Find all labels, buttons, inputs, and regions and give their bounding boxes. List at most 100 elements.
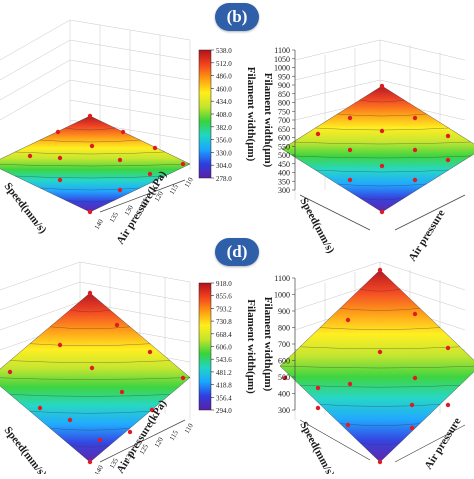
b-contour-8 bbox=[359, 99, 405, 103]
b-y-axis-line bbox=[299, 194, 371, 231]
d-marker-0 bbox=[377, 267, 383, 273]
b-marker-3 bbox=[347, 115, 353, 121]
d-z-tick-label-6: 900 bbox=[278, 307, 290, 316]
ll-contour-6 bbox=[9, 360, 171, 363]
ll-contour-4 bbox=[9, 394, 171, 397]
ul-x-tick-1: 135 bbox=[108, 210, 120, 224]
ul-marker-8 bbox=[57, 155, 63, 161]
ll-x-tick-6: 110 bbox=[183, 422, 195, 435]
panel-label-d: (d) bbox=[215, 238, 259, 266]
ll-marker-0 bbox=[87, 290, 93, 296]
b-marker-2 bbox=[445, 133, 451, 139]
ll-marker-4 bbox=[57, 342, 63, 348]
ll-marker-7 bbox=[149, 407, 155, 413]
b-grid-4 bbox=[294, 59, 381, 81]
b-marker-9 bbox=[445, 157, 451, 163]
ll-colorbar-tick-label-6: 543.6 bbox=[216, 356, 232, 364]
ul-marker-3 bbox=[180, 161, 186, 167]
d-contour-8 bbox=[339, 308, 421, 311]
d-z-tick-label-0: 300 bbox=[278, 406, 290, 415]
ll-marker-2 bbox=[147, 349, 153, 355]
b-marker-10 bbox=[347, 177, 353, 183]
b-z-tick-label-12: 900 bbox=[278, 81, 290, 90]
ll-colorbar-tick-label-10: 294.0 bbox=[216, 407, 232, 415]
b-z-tick-label-7: 650 bbox=[278, 125, 290, 134]
ul-contour-5 bbox=[14, 151, 166, 155]
ul-grid-6 bbox=[0, 79, 71, 121]
d-y-label: Speed(mm/s) bbox=[297, 420, 336, 474]
b-grid-9 bbox=[379, 79, 466, 101]
d-marker-2 bbox=[445, 345, 451, 351]
ul-marker-1 bbox=[120, 129, 126, 135]
d-marker-1 bbox=[412, 311, 418, 317]
ul-grid-0 bbox=[0, 19, 71, 61]
ll-colorbar-tick-label-9: 356.4 bbox=[216, 394, 232, 402]
ll-marker-8 bbox=[7, 369, 13, 375]
b-z-tick-label-14: 1000 bbox=[274, 64, 290, 73]
ll-colorbar-label: Filament width(μm) bbox=[245, 299, 257, 394]
ll-grid-5 bbox=[0, 301, 81, 331]
ll-marker-1 bbox=[114, 322, 120, 328]
ul-colorbar-tick-label-9: 304.0 bbox=[216, 162, 232, 170]
b-z-tick-label-2: 400 bbox=[278, 169, 290, 178]
ll-contour-5 bbox=[0, 377, 191, 380]
ll-x-tick-5: 115 bbox=[168, 429, 180, 442]
b-z-tick-label-11: 850 bbox=[278, 90, 290, 99]
ul-x-tick-6: 110 bbox=[183, 176, 195, 189]
ul-colorbar-tick-label-8: 330.0 bbox=[216, 149, 232, 157]
ll-colorbar bbox=[198, 282, 212, 411]
ul-colorbar-label: Filament width(μm) bbox=[245, 67, 257, 162]
b-x-label: Air pressure bbox=[406, 208, 447, 264]
ll-grid-1 bbox=[79, 261, 191, 283]
ll-x-tick-0: 140 bbox=[93, 463, 105, 474]
d-marker-11 bbox=[315, 405, 321, 411]
b-contour-3 bbox=[315, 169, 449, 173]
ul-contour-7 bbox=[64, 127, 116, 131]
d-marker-9 bbox=[409, 402, 415, 408]
b-z-tick-label-15: 1050 bbox=[274, 55, 290, 64]
ll-contour-2 bbox=[49, 427, 131, 431]
b-z-tick-label-4: 500 bbox=[278, 151, 290, 160]
d-contour-7 bbox=[319, 327, 441, 330]
b-contour-1 bbox=[359, 197, 405, 201]
ll-colorbar-tick-label-3: 730.8 bbox=[216, 318, 232, 326]
ll-colorbar-tick-label-2: 793.2 bbox=[216, 305, 232, 313]
d-contour-1 bbox=[359, 442, 401, 446]
d-z-tick-label-8: 1100 bbox=[274, 274, 290, 283]
d-z-tick-label-5: 800 bbox=[278, 324, 290, 333]
b-marker-7 bbox=[347, 147, 353, 153]
b-z-label: Filament width(μm) bbox=[262, 73, 274, 168]
b-grid-8 bbox=[379, 59, 466, 81]
ll-grid-7 bbox=[79, 281, 191, 303]
b-marker-6 bbox=[315, 131, 321, 137]
ul-contour-6 bbox=[39, 139, 141, 143]
ll-marker-5 bbox=[89, 365, 95, 371]
d-contour-9 bbox=[359, 288, 401, 292]
ll-marker-13 bbox=[87, 459, 93, 465]
d-marker-7 bbox=[315, 385, 321, 391]
ul-marker-7 bbox=[147, 171, 153, 177]
b-marker-4 bbox=[379, 128, 385, 134]
ll-x-tick-4: 120 bbox=[153, 435, 165, 449]
ll-marker-9 bbox=[37, 405, 43, 411]
ul-colorbar-tick-label-4: 434.0 bbox=[216, 98, 232, 106]
ll-surface bbox=[0, 292, 191, 463]
d-marker-12 bbox=[345, 422, 351, 428]
ul-contour-4 bbox=[0, 163, 191, 167]
ll-colorbar-tick-label-4: 668.4 bbox=[216, 331, 232, 339]
b-contour-7 bbox=[337, 113, 427, 117]
b-marker-11 bbox=[412, 177, 418, 183]
b-z-tick-label-10: 800 bbox=[278, 99, 290, 108]
d-marker-5 bbox=[412, 375, 418, 381]
b-marker-0 bbox=[379, 83, 385, 89]
ul-x-tick-0: 140 bbox=[93, 217, 105, 231]
d-y-axis-line bbox=[299, 419, 371, 461]
ul-colorbar-tick-label-6: 382.0 bbox=[216, 124, 232, 132]
b-contour-2 bbox=[337, 183, 427, 187]
ul-marker-0 bbox=[87, 113, 93, 119]
d-marker-3 bbox=[345, 317, 351, 323]
ul-contour-3 bbox=[14, 175, 166, 179]
ul-colorbar-tick-label-7: 356.0 bbox=[216, 137, 232, 145]
ul-colorbar-tick-label-3: 460.0 bbox=[216, 85, 232, 93]
